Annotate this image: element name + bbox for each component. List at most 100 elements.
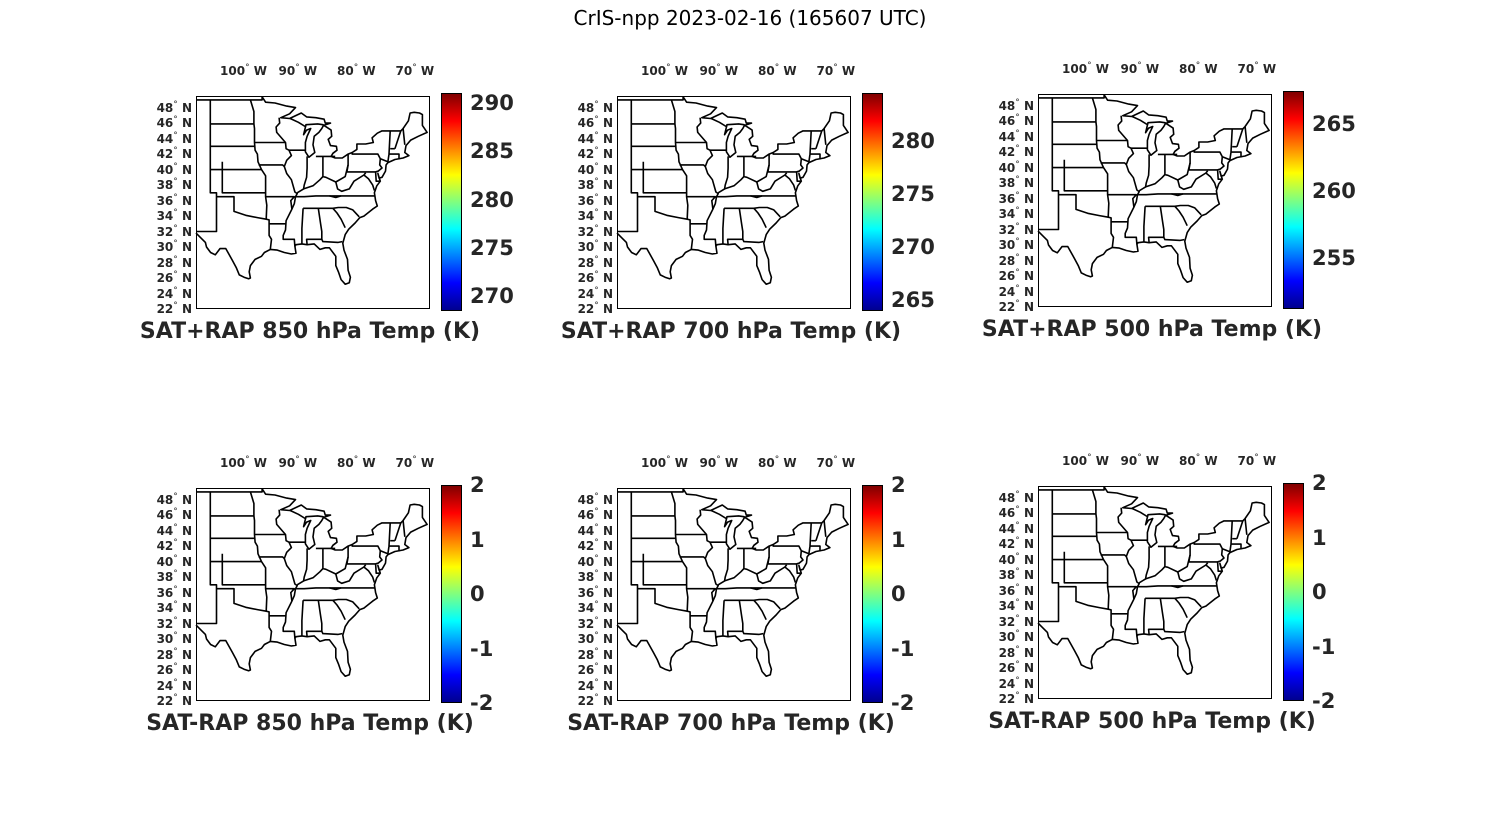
coastline xyxy=(1037,486,1270,675)
degree-symbol: ° xyxy=(173,301,178,311)
state-border xyxy=(1147,206,1165,243)
state-border xyxy=(795,563,802,574)
degree-symbol: ° xyxy=(594,254,599,265)
degree-symbol: ° xyxy=(1195,453,1201,463)
state-border xyxy=(301,600,304,636)
latitude-tick-label: 34° N xyxy=(998,206,1034,222)
degree-symbol: ° xyxy=(1195,61,1201,71)
longitude-tick-label: 100° W xyxy=(641,455,688,470)
state-border xyxy=(1205,564,1218,581)
latitude-tick-label: 24° N xyxy=(577,677,613,693)
degree-symbol: ° xyxy=(1015,175,1020,186)
longitude-tick-label: 70° W xyxy=(816,455,856,470)
degree-symbol: ° xyxy=(1137,453,1142,463)
state-border xyxy=(750,587,763,591)
degree-symbol: ° xyxy=(594,130,599,141)
degree-symbol: ° xyxy=(173,491,178,502)
state-border xyxy=(303,206,360,218)
longitude-tick-label: 100° W xyxy=(220,63,267,78)
state-border xyxy=(329,587,342,591)
state-border xyxy=(686,587,717,602)
state-border xyxy=(1137,193,1217,196)
degree-symbol: ° xyxy=(1254,453,1259,463)
latitude-tick-label: 42° N xyxy=(998,536,1034,552)
degree-symbol: ° xyxy=(1015,283,1020,294)
degree-symbol: ° xyxy=(594,600,599,611)
state-border xyxy=(642,553,687,586)
state-border xyxy=(332,207,346,229)
state-border xyxy=(710,117,728,128)
degree-symbol: ° xyxy=(173,538,178,549)
panel-title: SAT-RAP 700 hPa Temp (K) xyxy=(567,711,895,736)
degree-symbol: ° xyxy=(594,146,599,157)
degree-symbol: ° xyxy=(1015,144,1020,155)
colorbar xyxy=(441,485,462,703)
state-border xyxy=(303,568,324,582)
degree-symbol: ° xyxy=(594,553,599,564)
degree-symbol: ° xyxy=(594,677,599,688)
state-border xyxy=(617,99,639,233)
state-border xyxy=(196,99,218,233)
colorbar-tick-label: 1 xyxy=(891,527,906,552)
us-map xyxy=(195,96,430,309)
state-border xyxy=(363,174,376,191)
degree-symbol: ° xyxy=(173,146,178,157)
latitude-tick-label: 40° N xyxy=(156,161,192,177)
degree-symbol: ° xyxy=(295,63,300,73)
degree-symbol: ° xyxy=(1087,61,1092,71)
degree-symbol: ° xyxy=(173,631,178,642)
map-panel-1: 100° W 90° W 80° W 70° W 48° N 46° N 44° N 42° … xyxy=(130,60,550,360)
latitude-tick-label: 40° N xyxy=(998,159,1034,175)
latitude-tick-label: 48° N xyxy=(156,99,192,115)
state-border xyxy=(303,598,360,610)
degree-symbol: ° xyxy=(774,455,780,465)
latitude-tick-label: 26° N xyxy=(156,662,192,678)
longitude-tick-label: 80° W xyxy=(758,455,797,470)
latitude-tick-label: 44° N xyxy=(577,522,613,538)
latitude-tick-label: 48° N xyxy=(577,491,613,507)
state-border xyxy=(1174,205,1188,227)
state-border xyxy=(1058,585,1115,640)
state-border xyxy=(389,545,400,552)
longitude-tick-label: 100° W xyxy=(220,455,267,470)
state-border xyxy=(1218,156,1225,171)
state-border xyxy=(289,117,307,128)
colorbar-tick-label: 0 xyxy=(891,582,906,606)
degree-symbol: ° xyxy=(1015,660,1020,671)
degree-symbol: ° xyxy=(353,455,359,465)
latitude-tick-label: 46° N xyxy=(156,507,192,523)
degree-symbol: ° xyxy=(1015,252,1020,263)
state-border xyxy=(1138,546,1150,584)
degree-symbol: ° xyxy=(1015,520,1020,531)
colorbar xyxy=(862,485,883,703)
latitude-tick-label: 26° N xyxy=(998,268,1034,284)
state-border xyxy=(1145,566,1166,580)
degree-symbol: ° xyxy=(594,270,599,281)
state-border xyxy=(389,153,400,160)
degree-symbol: ° xyxy=(1015,551,1020,562)
latitude-tick-label: 22° N xyxy=(577,301,613,316)
degree-symbol: ° xyxy=(173,208,178,219)
state-border xyxy=(753,207,767,229)
latitude-tick-label: 42° N xyxy=(156,146,192,162)
latitude-tick-label: 22° N xyxy=(577,693,613,708)
state-border xyxy=(1163,236,1185,242)
latitude-tick-label: 40° N xyxy=(998,551,1034,567)
colorbar-tick-label: 1 xyxy=(1312,525,1327,550)
state-border xyxy=(670,99,689,220)
degree-symbol: ° xyxy=(353,63,359,73)
latitude-tick-label: 34° N xyxy=(156,208,192,224)
colorbar-tick-label: -2 xyxy=(891,691,915,715)
degree-symbol: ° xyxy=(173,239,178,250)
longitude-tick-label: 80° W xyxy=(337,63,376,78)
state-border xyxy=(1143,206,1146,242)
panel-title: SAT-RAP 500 hPa Temp (K) xyxy=(988,709,1316,734)
colorbar-tick-label: 2 xyxy=(1312,471,1327,495)
latitude-tick-label: 28° N xyxy=(577,646,613,662)
latitude-tick-label: 30° N xyxy=(156,239,192,255)
state-border xyxy=(810,545,821,552)
colorbar-tick-label: 290 xyxy=(470,90,514,115)
state-border xyxy=(717,548,729,586)
state-border xyxy=(784,174,797,191)
state-border xyxy=(1218,548,1225,563)
